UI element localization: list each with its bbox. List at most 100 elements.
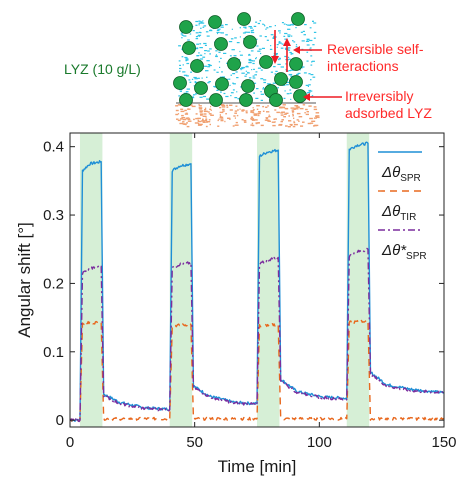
- solution-dot: [306, 44, 310, 46]
- y-tick-label: 0.1: [43, 344, 64, 361]
- solution-dot: [179, 70, 181, 72]
- solution-dot: [262, 88, 266, 90]
- solution-dot: [236, 91, 238, 93]
- solution-dot: [209, 48, 212, 50]
- solution-dot: [290, 75, 293, 77]
- solution-dot: [231, 28, 233, 30]
- adsorbed-dot: [287, 126, 291, 128]
- solution-dot: [281, 43, 284, 45]
- solution-dot: [258, 48, 262, 50]
- solution-dot: [299, 69, 301, 71]
- adsorbed-dot: [198, 122, 200, 125]
- lyz-molecule: [214, 37, 228, 51]
- adsorbed-dot: [259, 112, 261, 114]
- solution-dot: [193, 94, 196, 96]
- adsorbed-dot: [292, 113, 294, 115]
- adsorbed-dot: [194, 122, 199, 124]
- solution-dot: [223, 52, 227, 54]
- solution-dot: [195, 32, 199, 34]
- adsorbed-dot: [220, 118, 224, 120]
- injection-window-3: [257, 133, 280, 427]
- adsorbed-dot: [195, 113, 198, 115]
- adsorbed-dot: [220, 119, 224, 122]
- adsorbed-dot: [288, 115, 290, 117]
- adsorbed-dot: [292, 115, 294, 117]
- adsorbed-dot: [235, 105, 238, 107]
- adsorbed-dot: [250, 111, 253, 113]
- solution-dot: [301, 66, 305, 68]
- solution-dot: [185, 58, 189, 60]
- solution-dot: [205, 31, 209, 33]
- solution-dot: [179, 64, 181, 66]
- adsorbed-dot: [257, 114, 260, 117]
- solution-dot: [225, 34, 228, 36]
- adsorbed-dot: [198, 123, 202, 126]
- adsorbed-dot: [300, 125, 304, 127]
- lyz-molecule: [259, 55, 273, 69]
- lyz-molecule: [215, 77, 229, 91]
- solution-dot: [244, 31, 248, 33]
- solution-dot: [247, 31, 250, 33]
- solution-dot: [265, 28, 267, 30]
- solution-dot: [217, 32, 218, 35]
- solution-dot: [263, 81, 266, 84]
- adsorbed-dot: [199, 108, 203, 110]
- solution-dot: [206, 98, 210, 100]
- adsorbed-dot: [257, 113, 259, 115]
- adsorbed-dot: [314, 124, 317, 127]
- adsorbed-dot: [293, 108, 296, 110]
- solution-dot: [259, 20, 262, 22]
- solution-dot: [254, 74, 257, 76]
- adsorbed-dot: [305, 113, 309, 116]
- adsorbed-dot: [208, 119, 211, 121]
- solution-dot: [255, 58, 257, 60]
- solution-dot: [311, 95, 314, 97]
- solution-dot: [239, 50, 241, 53]
- series-layer: [69, 141, 445, 423]
- adsorbed-dot: [298, 116, 303, 118]
- solution-dot: [252, 77, 256, 79]
- solution-dot: [229, 55, 232, 57]
- solution-dot: [220, 32, 224, 34]
- adsorbed-dot: [308, 105, 312, 107]
- adsorbed-dot: [243, 119, 247, 122]
- solution-dot: [253, 92, 255, 94]
- plot-area: 0 50 100 150 0 0.1 0.2 0.3 0.4 Time [min] Angul…: [15, 132, 457, 476]
- solution-dot: [199, 35, 201, 37]
- adsorbed-dot: [290, 107, 295, 109]
- solution-dot: [311, 61, 313, 63]
- solution-dot: [248, 58, 252, 61]
- solution-dot: [250, 27, 253, 29]
- solution-dot: [289, 89, 292, 91]
- solution-dot: [181, 37, 183, 39]
- solution-dot: [218, 61, 221, 63]
- adsorbed-dot: [198, 107, 203, 109]
- solution-dot: [252, 60, 255, 62]
- legend: ΔθSPR ΔθTIR Δθ*SPR: [378, 151, 427, 262]
- solution-dot: [262, 87, 265, 89]
- solution-dot: [202, 95, 206, 98]
- adsorbed-dot: [288, 120, 292, 122]
- adsorbed-dot: [309, 117, 313, 120]
- lyz-molecule: [289, 75, 303, 89]
- solution-dot: [262, 23, 264, 25]
- adsorbed-dot: [234, 110, 238, 112]
- injection-windows: [79, 133, 370, 427]
- adsorbed-dot: [292, 125, 296, 128]
- solution-dot: [284, 90, 286, 92]
- solution-dot: [290, 24, 292, 26]
- solution-dot: [234, 97, 238, 99]
- adsorbed-dot: [225, 113, 227, 115]
- adsorbed-dot: [217, 125, 220, 127]
- solution-dot: [289, 92, 292, 94]
- adsorbed-dot: [271, 121, 276, 123]
- adsorbed-dot: [280, 120, 283, 123]
- solution-dot: [217, 28, 221, 30]
- adsorbed-dot: [234, 124, 239, 126]
- solution-dot: [292, 24, 294, 26]
- injection-window-2: [169, 133, 193, 427]
- solution-dot: [226, 62, 228, 64]
- solution-dot: [220, 57, 222, 59]
- adsorbed-dot: [315, 116, 320, 119]
- adsorbed-dot: [237, 109, 239, 111]
